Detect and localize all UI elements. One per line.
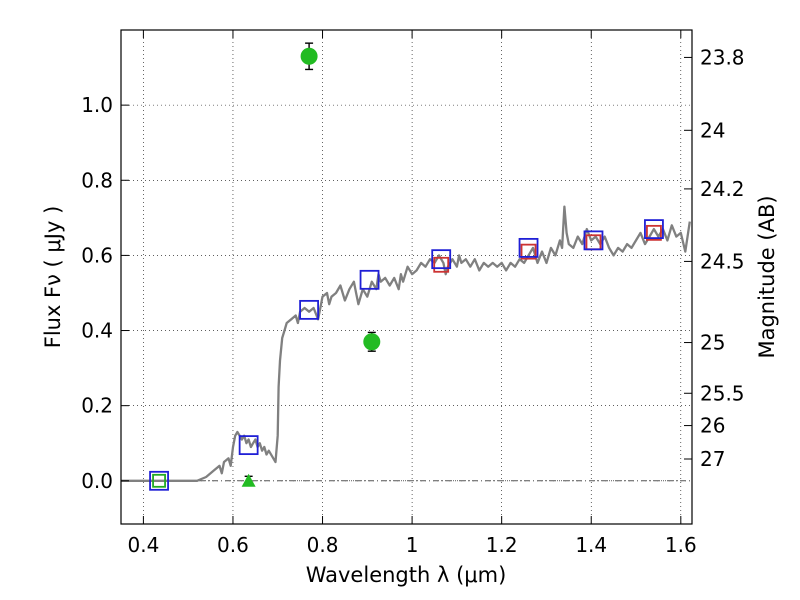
- y-axis-label: Flux Fν ( μJy ): [41, 206, 65, 349]
- y-tick-label: 0.0: [81, 469, 113, 493]
- x-tick-label: 1.2: [486, 533, 518, 557]
- x-tick-label: 1: [406, 533, 419, 557]
- x-tick-label: 1.6: [665, 533, 697, 557]
- observed-flux-point: [300, 47, 318, 65]
- y-tick-label: 0.6: [81, 243, 113, 267]
- right-tick-label: 27: [700, 447, 725, 471]
- right-tick-label: 24: [700, 118, 725, 142]
- plot-area: [121, 30, 692, 524]
- x-tick-label: 1.4: [575, 533, 607, 557]
- y-tick-label: 0.4: [81, 319, 113, 343]
- right-axis-label: Magnitude (AB): [755, 195, 779, 358]
- right-tick-label: 24.2: [700, 177, 745, 201]
- model-flux-blue-square: [518, 237, 539, 258]
- y-tick-label: 0.8: [81, 168, 113, 192]
- x-tick-label: 0.4: [127, 533, 159, 557]
- model-flux-red-square: [433, 256, 450, 273]
- model-flux-blue-square: [238, 435, 259, 456]
- right-tick-label: 25.5: [700, 381, 745, 405]
- right-tick-label: 25: [700, 331, 725, 355]
- tick-labels: 0.4 0.6 0.8 1 1.2 1.4 1.6 0.0 0.2 0.4 0.6 0.8 1.0 23.…: [81, 45, 744, 557]
- data-series: [121, 42, 691, 491]
- model-flux-red-square: [646, 224, 662, 241]
- model-flux-blue-square: [644, 219, 664, 240]
- y-tick-label: 0.2: [81, 394, 113, 418]
- x-tick-label: 0.6: [217, 533, 249, 557]
- x-tick-label: 0.8: [307, 533, 339, 557]
- observed-flux-point: [363, 333, 381, 351]
- model-flux-blue-square: [583, 230, 604, 251]
- axis-ticks: [121, 30, 692, 524]
- y-tick-label: 1.0: [81, 93, 113, 117]
- right-tick-label: 26: [700, 414, 725, 438]
- model-flux-blue-square: [359, 269, 380, 290]
- plot-frame: [120, 29, 693, 525]
- model-flux-blue-square: [299, 299, 319, 320]
- x-axis-label: Wavelength λ (μm): [306, 563, 507, 587]
- model-flux-green-square: [152, 473, 166, 488]
- right-tick-label: 23.8: [700, 45, 745, 69]
- observed-limit-triangle: [241, 473, 256, 487]
- model-flux-blue-square: [149, 470, 169, 491]
- model-spectrum-line: [121, 205, 691, 482]
- right-tick-label: 24.5: [700, 249, 745, 273]
- model-flux-blue-square: [431, 249, 452, 270]
- model-flux-red-square: [520, 243, 537, 260]
